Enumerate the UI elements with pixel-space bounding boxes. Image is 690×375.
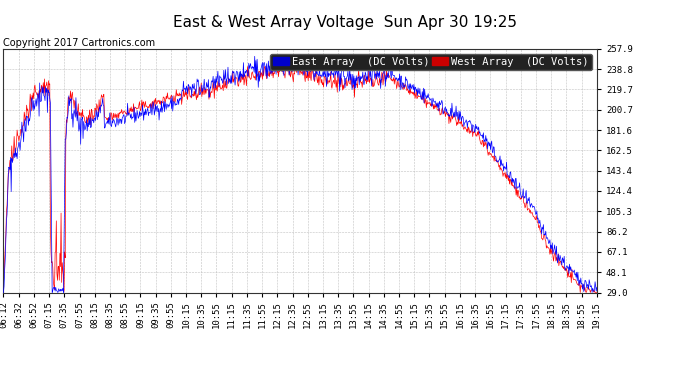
Legend: East Array  (DC Volts), West Array  (DC Volts): East Array (DC Volts), West Array (DC Vo…: [270, 54, 591, 70]
Text: Copyright 2017 Cartronics.com: Copyright 2017 Cartronics.com: [3, 38, 155, 48]
Text: East & West Array Voltage  Sun Apr 30 19:25: East & West Array Voltage Sun Apr 30 19:…: [173, 15, 517, 30]
